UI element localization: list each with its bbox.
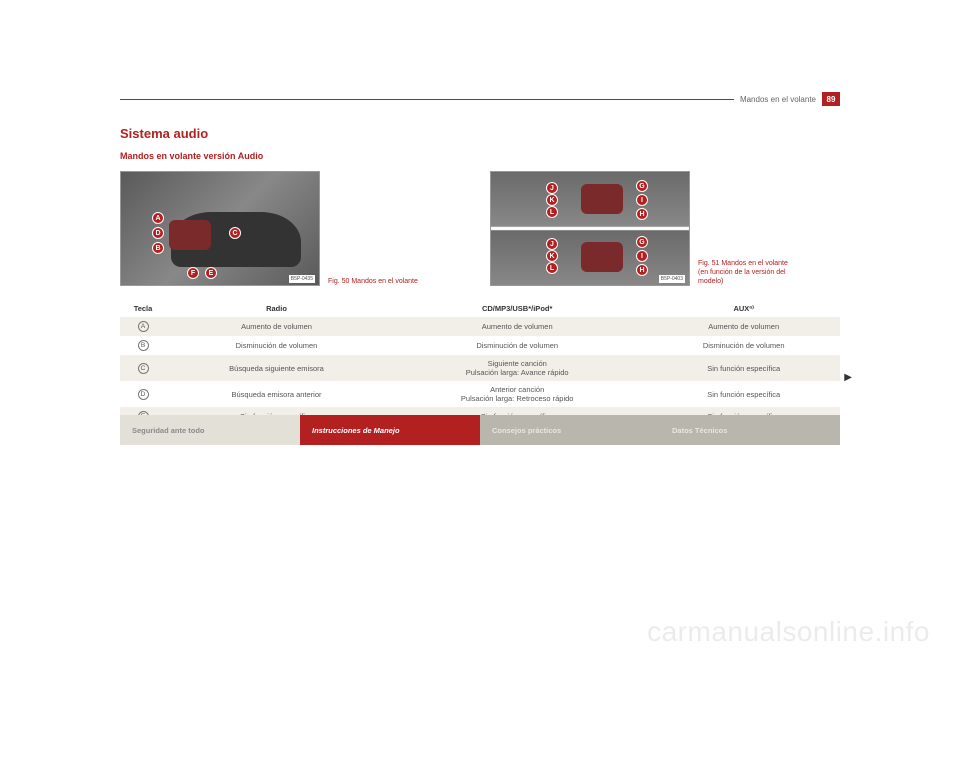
subsection-title: Mandos en volante versión Audio [120, 151, 840, 161]
callout-marker-h: H [636, 208, 648, 220]
footer-nav: Seguridad ante todo Instrucciones de Man… [120, 415, 840, 445]
callout-marker-i: I [636, 250, 648, 262]
control-cluster [581, 184, 623, 214]
callout-marker-a: A [152, 212, 164, 224]
figure-51-image: B5P-0403 JKLGIHJKLGIH [490, 171, 690, 286]
table-cell: Aumento de volumen [387, 317, 647, 336]
header-bar: Mandos en el volante 89 [120, 90, 840, 108]
header-page-number: 89 [822, 92, 840, 106]
callout-marker-i: I [636, 194, 648, 206]
callout-marker-b: B [152, 242, 164, 254]
table-row: BDisminución de volumenDisminución de vo… [120, 336, 840, 355]
table-col-header: Radio [166, 300, 387, 317]
page-title: Sistema audio [120, 126, 840, 141]
footer-tab-consejos[interactable]: Consejos prácticos [480, 415, 660, 445]
continuation-arrow-icon: ▶ [844, 372, 852, 383]
table-col-header: AUXª⁾ [647, 300, 840, 317]
callout-marker-f: F [187, 267, 199, 279]
header-section-title: Mandos en el volante [734, 95, 822, 104]
callout-marker-c: C [229, 227, 241, 239]
table-row: D Búsqueda emisora anteriorAnterior canci… [120, 381, 840, 407]
figure-50-caption: Fig. 50 Mandos en el volante [328, 277, 418, 286]
key-badge-a: A [138, 321, 149, 332]
callout-marker-j: J [546, 238, 558, 250]
table-cell-key: A [120, 317, 166, 336]
figure-51-caption: Fig. 51 Mandos en el volante (en función… [698, 259, 788, 286]
control-cluster [581, 242, 623, 272]
figure-51-block: B5P-0403 JKLGIHJKLGIH Fig. 51 Mandos en … [490, 171, 840, 286]
key-badge-c: C [138, 363, 149, 374]
callout-marker-j: J [546, 182, 558, 194]
callout-marker-g: G [636, 180, 648, 192]
table-col-header: Tecla [120, 300, 166, 317]
footer-tab-seguridad[interactable]: Seguridad ante todo [120, 415, 300, 445]
table-cell: Sin función específica [647, 355, 840, 381]
key-badge-b: B [138, 340, 149, 351]
table-cell: Disminución de volumen [166, 336, 387, 355]
table-col-header: CD/MP3/USB*/iPod* [387, 300, 647, 317]
callout-marker-h: H [636, 264, 648, 276]
table-cell: Aumento de volumen [166, 317, 387, 336]
table-row: C Búsqueda siguiente emisoraSiguiente can… [120, 355, 840, 381]
table-header: TeclaRadioCD/MP3/USB*/iPod*AUXª⁾ [120, 300, 840, 317]
figure-50-image: B5P-0435 ADB C FE [120, 171, 320, 286]
table-cell: Anterior canciónPulsación larga: Retroce… [387, 381, 647, 407]
table-cell: Aumento de volumen [647, 317, 840, 336]
footer-tab-instrucciones[interactable]: Instrucciones de Manejo [300, 415, 480, 445]
callout-marker-l: L [546, 206, 558, 218]
table-cell: Disminución de volumen [647, 336, 840, 355]
table-cell: Sin función específica [647, 381, 840, 407]
control-cluster [169, 220, 211, 250]
callout-marker-k: K [546, 194, 558, 206]
header-rule [120, 99, 734, 100]
table-cell-key: B [120, 336, 166, 355]
table-cell: Siguiente canciónPulsación larga: Avance… [387, 355, 647, 381]
callout-marker-e: E [205, 267, 217, 279]
table-cell-key: C [120, 355, 166, 381]
footer-tab-datos[interactable]: Datos Técnicos [660, 415, 840, 445]
key-badge-d: D [138, 389, 149, 400]
manual-page: Mandos en el volante 89 Sistema audio Ma… [120, 90, 840, 445]
watermark-text: carmanualsonline.info [647, 616, 930, 648]
figure-51-code: B5P-0403 [659, 275, 685, 283]
callout-marker-l: L [546, 262, 558, 274]
callout-marker-k: K [546, 250, 558, 262]
callout-marker-d: D [152, 227, 164, 239]
callout-marker-g: G [636, 236, 648, 248]
figure-50-code: B5P-0435 [289, 275, 315, 283]
figures-row: B5P-0435 ADB C FE Fig. 50 Mandos en el vol… [120, 171, 840, 286]
table-cell: Búsqueda emisora anterior [166, 381, 387, 407]
figure-50-block: B5P-0435 ADB C FE Fig. 50 Mandos en el vol… [120, 171, 470, 286]
table-cell: Disminución de volumen [387, 336, 647, 355]
table-cell: Búsqueda siguiente emisora [166, 355, 387, 381]
table-cell-key: D [120, 381, 166, 407]
table-row: AAumento de volumenAumento de volumenAum… [120, 317, 840, 336]
